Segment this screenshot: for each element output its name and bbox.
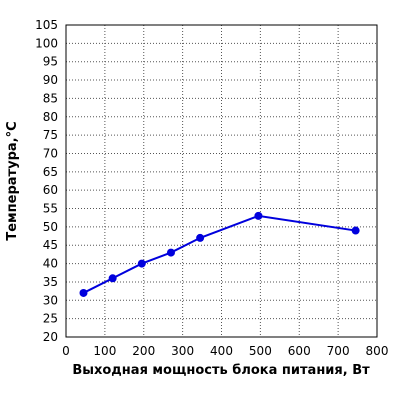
x-tick-label: 100 bbox=[93, 344, 116, 358]
y-tick-label: 70 bbox=[43, 146, 58, 160]
plot-frame bbox=[65, 24, 378, 338]
tick-labels: 0 100 200 300 400 500 600 700 800 20 25 30 35 40 45 50 5… bbox=[35, 18, 388, 358]
x-tick-label: 700 bbox=[327, 344, 350, 358]
x-axis-title: Выходная мощность блока питания, Вт bbox=[72, 363, 370, 378]
data-point bbox=[137, 259, 146, 268]
grid bbox=[66, 25, 377, 337]
data-point bbox=[254, 211, 263, 220]
y-tick-label: 40 bbox=[43, 257, 58, 271]
y-tick-label: 60 bbox=[43, 183, 58, 197]
x-tick-label: 300 bbox=[171, 344, 194, 358]
y-tick-label: 25 bbox=[43, 312, 58, 326]
y-tick-label: 35 bbox=[43, 275, 58, 289]
y-tick-label: 80 bbox=[43, 110, 58, 124]
y-tick-label: 85 bbox=[43, 91, 58, 105]
data-point bbox=[196, 233, 205, 242]
y-tick-label: 50 bbox=[43, 220, 58, 234]
series bbox=[79, 211, 360, 297]
y-tick-label: 55 bbox=[43, 202, 58, 216]
x-tick-label: 0 bbox=[62, 344, 70, 358]
y-tick-label: 95 bbox=[43, 55, 58, 69]
x-tick-label: 600 bbox=[288, 344, 311, 358]
y-tick-label: 30 bbox=[43, 293, 58, 307]
data-point bbox=[108, 274, 117, 283]
x-tick-label: 200 bbox=[132, 344, 155, 358]
y-tick-label: 90 bbox=[43, 73, 58, 87]
y-tick-label: 105 bbox=[35, 18, 58, 32]
y-tick-label: 75 bbox=[43, 128, 58, 142]
y-axis-title: Температура,°С bbox=[5, 121, 20, 240]
y-tick-label: 100 bbox=[35, 36, 58, 50]
y-tick-label: 20 bbox=[43, 330, 58, 344]
x-tick-label: 500 bbox=[249, 344, 272, 358]
y-tick-label: 65 bbox=[43, 165, 58, 179]
data-point bbox=[351, 226, 360, 235]
x-tick-label: 400 bbox=[210, 344, 233, 358]
y-tick-label: 45 bbox=[43, 238, 58, 252]
data-point bbox=[79, 288, 88, 297]
x-tick-label: 800 bbox=[366, 344, 389, 358]
data-point bbox=[166, 248, 175, 257]
